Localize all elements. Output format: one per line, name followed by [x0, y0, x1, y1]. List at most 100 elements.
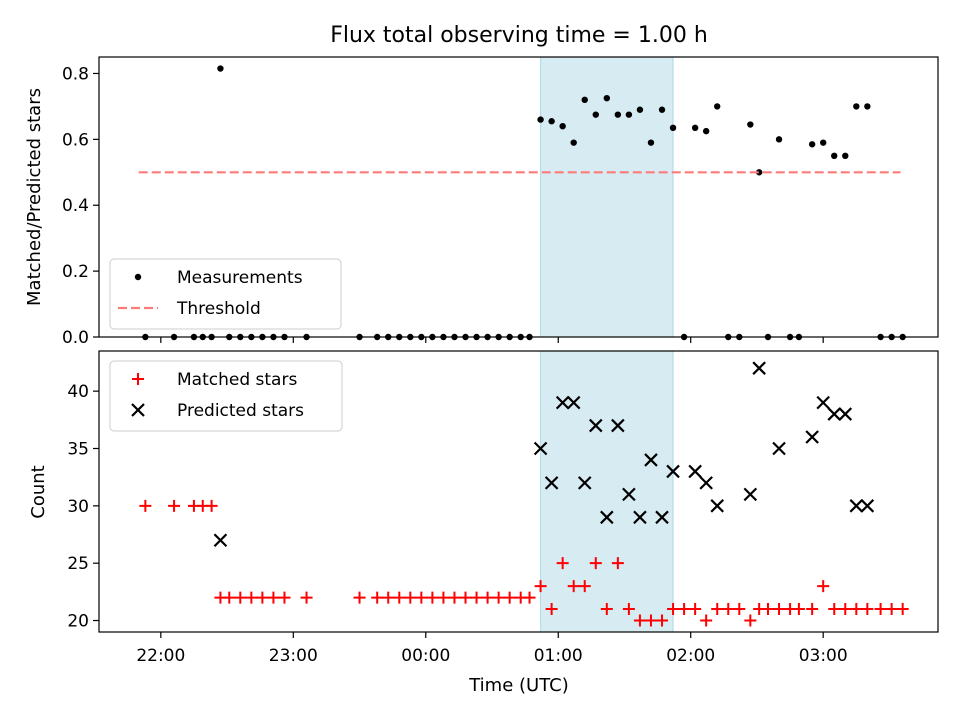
matched-star-point — [168, 499, 181, 512]
measurement-point — [755, 169, 763, 176]
top-legend: Measurements Threshold — [109, 258, 342, 330]
measurement-point — [808, 141, 816, 148]
matched-star-point — [404, 591, 417, 604]
matched-star-point — [896, 603, 909, 616]
matched-star-point — [850, 603, 863, 616]
matched-star-point — [589, 557, 602, 570]
measurement-point — [669, 124, 677, 132]
matched-star-point — [828, 603, 841, 616]
matched-star-point — [382, 591, 395, 604]
predicted-star-point — [816, 395, 830, 410]
measurement-point — [570, 139, 577, 146]
top-y-tick-label: 0.6 — [62, 130, 89, 150]
predicted-star-point — [827, 407, 842, 421]
predicted-star-point — [588, 418, 603, 433]
matched-star-point — [481, 591, 494, 604]
predicted-star-point — [710, 499, 724, 513]
predicted-star-point — [655, 510, 669, 525]
bottom-y-tick-label: 30 — [67, 497, 89, 517]
legend-marker-measurements — [134, 273, 142, 281]
predicted-star-point — [566, 395, 581, 410]
measurement-point — [853, 103, 860, 110]
measurement-point — [702, 127, 710, 135]
x-tick-label: 03:00 — [799, 646, 848, 666]
predicted-star-point — [622, 487, 636, 502]
bottom-y-tick-label: 40 — [67, 382, 89, 402]
matched-star-point — [426, 591, 439, 604]
bottom-legend: Matched stars Predicted stars — [109, 360, 343, 432]
matched-star-point — [611, 557, 624, 570]
matched-star-point — [448, 591, 461, 604]
top-y-tick-label: 0.4 — [62, 196, 89, 216]
top-panel: 0.0 0.2 0.4 0.6 0.8 Measurements Threshold — [62, 56, 939, 348]
matched-star-point — [817, 580, 830, 593]
matched-star-point — [393, 591, 406, 604]
bottom-y-tick-label: 35 — [67, 439, 89, 459]
matched-star-point — [761, 603, 774, 616]
matched-star-point — [874, 603, 887, 616]
measurement-point — [864, 103, 871, 110]
top-y-axis-label: Matched/Predicted stars — [24, 88, 45, 306]
predicted-star-point — [849, 499, 864, 513]
predicted-star-point — [611, 418, 625, 433]
predicted-star-point — [555, 395, 570, 410]
matched-star-point — [578, 580, 591, 593]
matched-star-point — [415, 591, 428, 604]
bottom-y-axis-label: Count — [28, 465, 49, 518]
matched-star-point — [534, 580, 547, 593]
predicted-star-point — [838, 407, 853, 421]
measurement-point — [603, 94, 611, 102]
matched-star-point — [567, 580, 580, 593]
matched-star-point — [700, 614, 713, 627]
matched-star-point — [234, 591, 247, 604]
measurement-point — [548, 118, 555, 125]
matched-star-point — [245, 591, 258, 604]
measurement-point — [819, 139, 827, 146]
top-legend-box — [109, 258, 342, 330]
predicted-star-point — [805, 430, 819, 444]
top-y-tick-label: 0.8 — [62, 64, 89, 84]
matched-star-point — [711, 603, 724, 616]
matched-star-point — [773, 603, 786, 616]
matched-star-point — [503, 591, 516, 604]
predicted-star-point — [699, 476, 713, 490]
x-tick-label: 01:00 — [534, 646, 583, 666]
matched-star-point — [256, 591, 269, 604]
matched-star-point — [744, 614, 757, 627]
matched-star-point — [223, 591, 236, 604]
measurement-point — [775, 136, 783, 143]
matched-star-point — [470, 591, 483, 604]
bottom-axes-frame — [98, 350, 939, 633]
measurement-point — [842, 152, 849, 160]
predicted-star-point — [600, 510, 614, 525]
x-tick-label: 22:00 — [136, 646, 185, 666]
predicted-star-point — [860, 499, 875, 513]
top-y-tick-label: 0.2 — [62, 262, 89, 282]
matched-star-point — [459, 591, 472, 604]
matched-star-point — [492, 591, 505, 604]
predicted-star-point — [666, 464, 680, 479]
measurement-point — [658, 106, 666, 113]
matched-star-point — [353, 591, 366, 604]
matched-star-point — [689, 603, 702, 616]
measurement-point — [747, 121, 754, 128]
measurement-point — [636, 106, 644, 113]
bottom-y-tick-label: 25 — [67, 554, 89, 574]
measurement-point — [647, 139, 655, 146]
bottom-shaded-region — [540, 350, 674, 633]
matched-star-point — [678, 603, 691, 616]
x-tick-label: 02:00 — [666, 646, 715, 666]
matched-star-point — [656, 614, 669, 627]
measurement-point — [217, 65, 224, 72]
measurement-point — [691, 124, 699, 132]
matched-star-point — [523, 591, 536, 604]
matched-star-point — [545, 603, 558, 616]
legend-label: Matched stars — [177, 370, 297, 390]
x-axis-label: Time (UTC) — [468, 675, 569, 696]
matched-star-point — [205, 499, 218, 512]
predicted-star-point — [644, 453, 658, 467]
legend-marker-predicted — [131, 403, 145, 417]
measurement-point — [559, 122, 566, 130]
matched-star-point — [600, 603, 613, 616]
matched-star-point — [806, 603, 819, 616]
